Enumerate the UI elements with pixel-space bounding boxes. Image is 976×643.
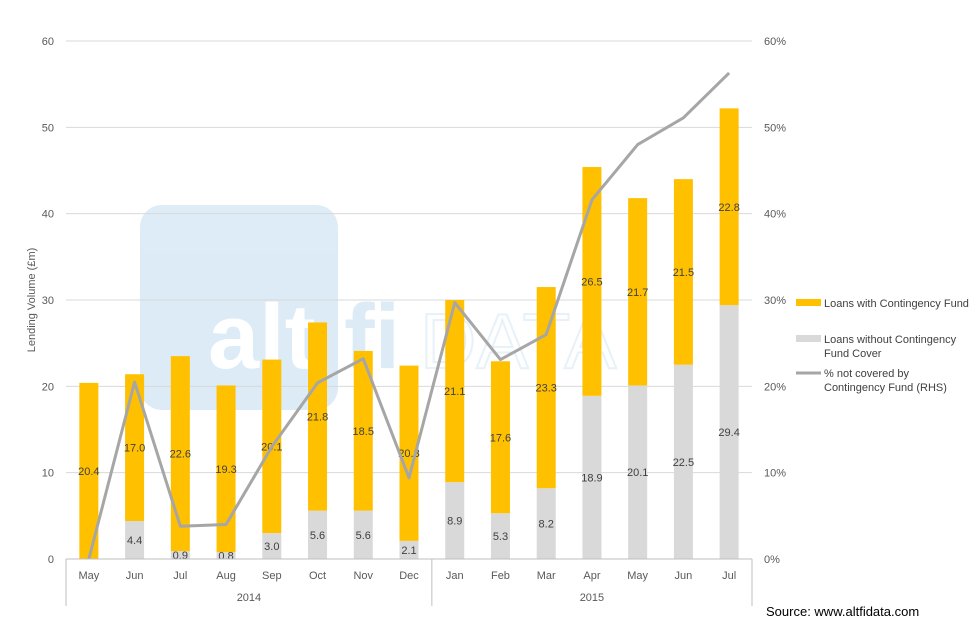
data-label: 0.9 — [173, 550, 188, 562]
data-label: 18.9 — [581, 472, 602, 484]
data-label: 0.8 — [218, 551, 233, 563]
y2-tick-label: 60% — [764, 36, 786, 48]
data-label: 19.3 — [215, 464, 236, 476]
x-tick-label: May — [627, 570, 648, 582]
data-label: 17.0 — [124, 443, 145, 455]
data-label: 8.2 — [539, 519, 554, 531]
data-label: 17.6 — [490, 432, 511, 444]
x-tick-label: Apr — [583, 570, 600, 582]
y2-tick-label: 10% — [764, 468, 786, 480]
y-tick-label: 20 — [42, 381, 54, 393]
legend-label: Loans with Contingency Fund — [824, 298, 969, 310]
x-tick-label: Oct — [309, 570, 326, 582]
x-tick-label: Jul — [173, 570, 187, 582]
legend-label: Contingency Fund (RHS) — [824, 382, 947, 394]
watermark-text-alt: alt — [208, 286, 315, 388]
legend-swatch — [796, 335, 821, 342]
data-label: 21.5 — [673, 267, 694, 279]
legend-label: Fund Cover — [824, 348, 882, 360]
data-label: 2.1 — [401, 545, 416, 557]
y2-tick-label: 50% — [764, 122, 786, 134]
data-label: 23.3 — [535, 383, 556, 395]
data-label: 8.9 — [447, 516, 462, 528]
source-note: Source: www.altfidata.com — [766, 604, 919, 619]
y2-tick-label: 20% — [764, 381, 786, 393]
y-tick-label: 10 — [42, 468, 54, 480]
y-tick-label: 40 — [42, 209, 54, 221]
data-label: 21.1 — [444, 386, 465, 398]
data-label: 18.5 — [353, 426, 374, 438]
data-label: 26.5 — [581, 276, 602, 288]
data-label: 5.3 — [493, 531, 508, 543]
y-tick-label: 60 — [42, 36, 54, 48]
y2-tick-label: 30% — [764, 295, 786, 307]
y-axis-title: Lending Volume (£m) — [26, 248, 38, 353]
x-tick-label: Jun — [126, 570, 144, 582]
x-tick-label: May — [78, 570, 99, 582]
data-label: 4.4 — [127, 535, 142, 547]
y-tick-label: 30 — [42, 295, 54, 307]
data-label: 21.7 — [627, 287, 648, 299]
data-label: 21.8 — [307, 412, 328, 424]
x-tick-label: Sep — [262, 570, 282, 582]
y-tick-label: 50 — [42, 122, 54, 134]
data-label: 20.4 — [78, 466, 99, 478]
data-label: 22.6 — [170, 449, 191, 461]
x-tick-label: Mar — [537, 570, 556, 582]
x-tick-label: Jul — [722, 570, 736, 582]
data-label: 3.0 — [264, 541, 279, 553]
x-tick-label: Nov — [353, 570, 373, 582]
x-tick-label: Feb — [491, 570, 510, 582]
y2-tick-label: 0% — [764, 554, 780, 566]
x-tick-label: Jan — [446, 570, 464, 582]
year-label: 2015 — [580, 592, 604, 604]
data-label: 22.8 — [718, 202, 739, 214]
y2-tick-label: 40% — [764, 209, 786, 221]
x-tick-label: Jun — [675, 570, 693, 582]
legend-label: Loans without Contingency — [824, 334, 957, 346]
x-tick-label: Aug — [216, 570, 236, 582]
y-tick-label: 0 — [48, 554, 54, 566]
legend-swatch — [796, 299, 821, 306]
data-label: 20.1 — [627, 467, 648, 479]
data-label: 5.6 — [356, 530, 371, 542]
data-label: 29.4 — [718, 427, 739, 439]
data-label: 22.5 — [673, 457, 694, 469]
data-label: 5.6 — [310, 530, 325, 542]
legend-label: % not covered by — [824, 368, 909, 380]
x-tick-label: Dec — [399, 570, 419, 582]
year-label: 2014 — [237, 592, 261, 604]
